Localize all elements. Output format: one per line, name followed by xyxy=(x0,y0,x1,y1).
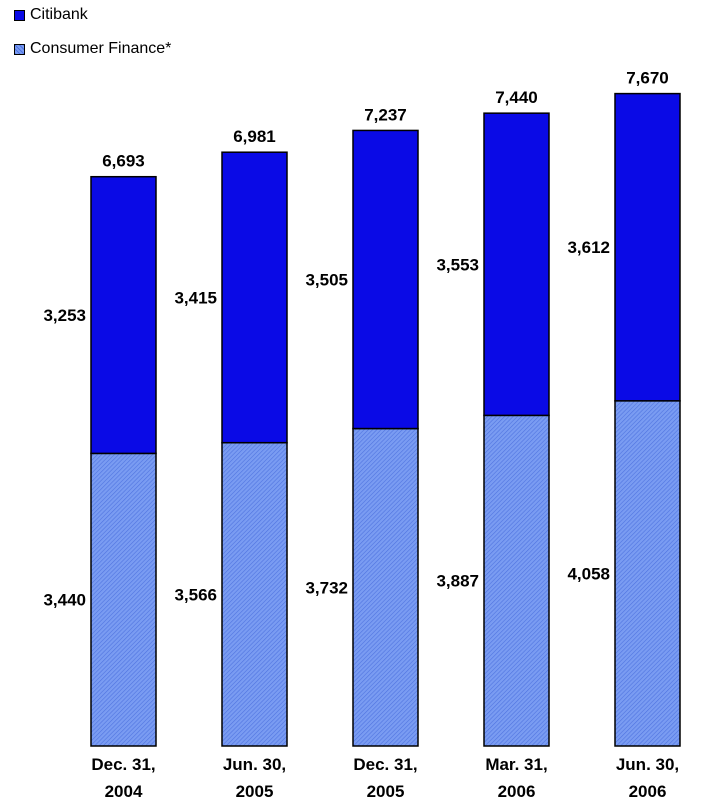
x-tick-label-3-line2: 2006 xyxy=(498,782,536,801)
x-tick-label-0-line2: 2004 xyxy=(105,782,143,801)
data-label-consumer-finance-4: 4,058 xyxy=(567,564,610,583)
x-tick-label-1-line2: 2005 xyxy=(236,782,274,801)
x-tick-label-2-line2: 2005 xyxy=(367,782,405,801)
bar-citibank-3 xyxy=(483,112,550,417)
data-label-consumer-finance-0: 3,440 xyxy=(43,591,86,610)
total-label-2: 7,237 xyxy=(364,105,407,124)
bar-citibank-4 xyxy=(614,92,681,402)
legend-swatch-consumer-finance xyxy=(14,43,25,55)
legend-label-consumer-finance: Consumer Finance* xyxy=(30,40,172,57)
data-label-citibank-4: 3,612 xyxy=(567,238,610,257)
legend-label-citibank: Citibank xyxy=(30,6,88,23)
x-tick-label-1-line1: Jun. 30, xyxy=(223,755,286,774)
bar-citibank-1 xyxy=(221,151,288,444)
bar-consumer-finance-0 xyxy=(90,452,157,747)
data-label-citibank-1: 3,415 xyxy=(174,288,217,307)
bar-consumer-finance-4 xyxy=(614,400,681,747)
total-label-0: 6,693 xyxy=(102,152,145,171)
legend-item-consumer-finance: Consumer Finance* xyxy=(14,39,171,59)
x-tick-label-4-line2: 2006 xyxy=(629,782,667,801)
bar-consumer-finance-1 xyxy=(221,441,288,747)
data-label-consumer-finance-3: 3,887 xyxy=(436,572,479,591)
x-tick-label-0-line1: Dec. 31, xyxy=(91,755,155,774)
bar-citibank-0 xyxy=(90,175,157,455)
x-tick-label-2-line1: Dec. 31, xyxy=(353,755,417,774)
data-label-citibank-2: 3,505 xyxy=(305,270,348,289)
total-label-3: 7,440 xyxy=(495,88,538,107)
bar-citibank-2 xyxy=(352,129,419,430)
data-label-consumer-finance-2: 3,732 xyxy=(305,578,348,597)
total-label-1: 6,981 xyxy=(233,127,276,146)
legend-swatch-citibank xyxy=(14,9,25,21)
x-tick-label-4-line1: Jun. 30, xyxy=(616,755,679,774)
legend-item-citibank: Citibank xyxy=(14,5,88,25)
bar-consumer-finance-3 xyxy=(483,414,550,747)
data-label-citibank-0: 3,253 xyxy=(43,306,86,325)
total-label-4: 7,670 xyxy=(626,69,669,88)
bar-consumer-finance-2 xyxy=(352,427,419,747)
x-tick-label-3-line1: Mar. 31, xyxy=(485,755,547,774)
data-label-citibank-3: 3,553 xyxy=(436,255,479,274)
data-label-consumer-finance-1: 3,566 xyxy=(174,585,217,604)
